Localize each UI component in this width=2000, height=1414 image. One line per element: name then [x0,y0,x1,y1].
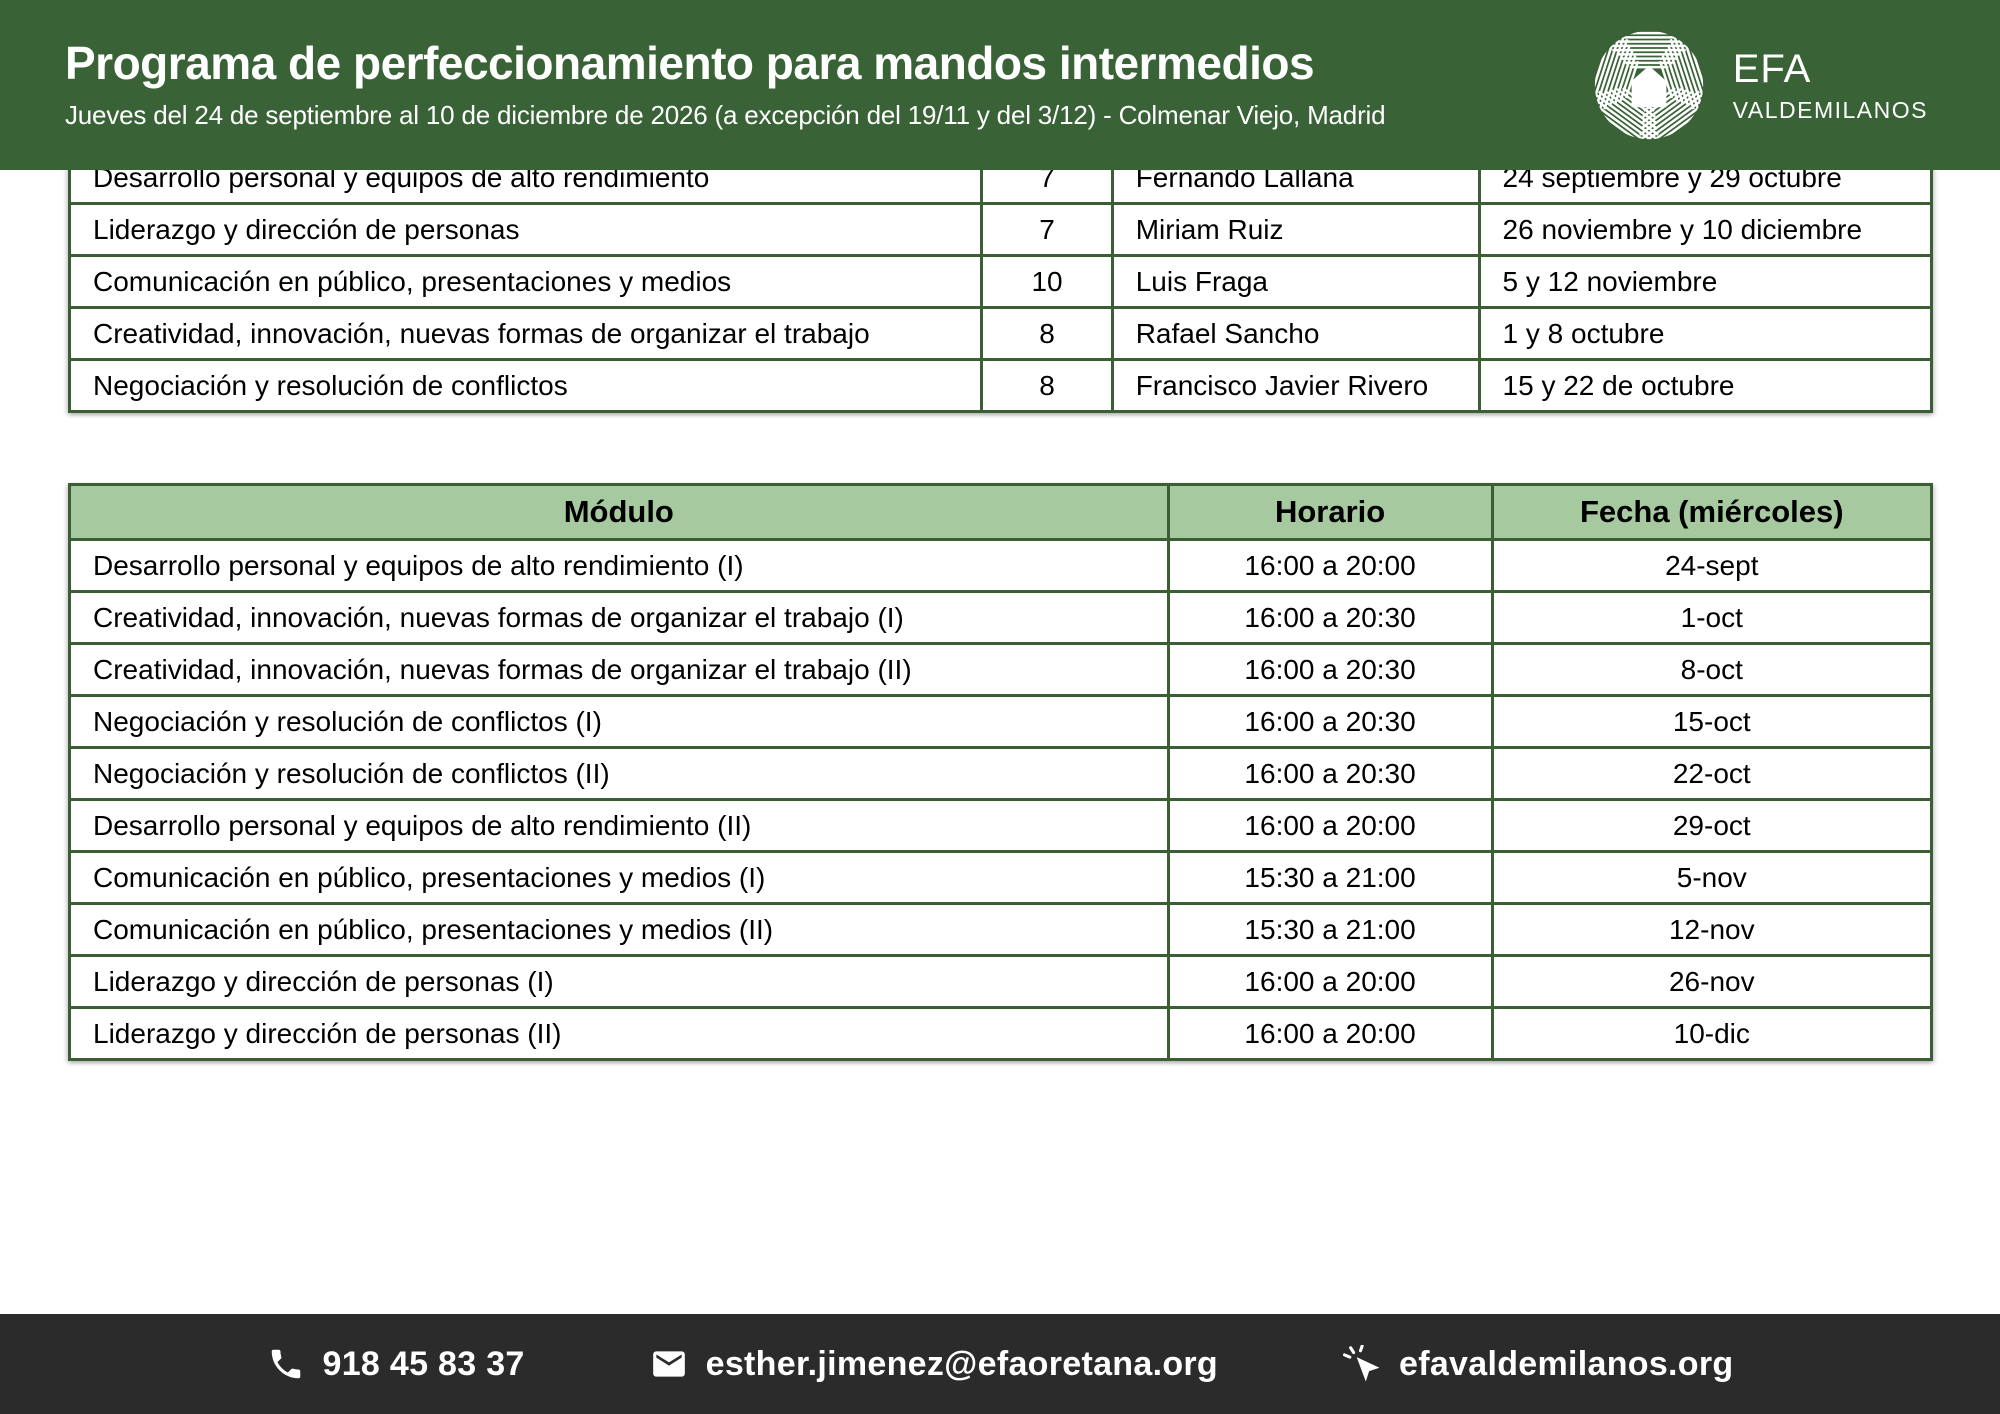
header-text-block: Programa de perfeccionamiento para mando… [65,37,1386,130]
footer-website[interactable]: efavaldemilanos.org [1343,1345,1733,1384]
schedule-header-row: Módulo Horario Fecha (miércoles) [68,483,1934,541]
cell-horario: 16:00 a 20:00 [1166,538,1494,593]
cell-formador: Miriam Ruiz [1110,202,1481,257]
logo-swirl-icon [1594,30,1703,140]
cell-horario: 16:00 a 20:30 [1166,590,1494,645]
cell-modulo: Comunicación en público, presentaciones … [67,254,984,309]
table-row: Negociación y resolución de conflictos (… [68,746,1934,801]
cell-formador: Rafael Sancho [1110,306,1481,361]
table-row: Comunicación en público, presentaciones … [68,850,1934,905]
cell-horario: 16:00 a 20:00 [1166,1006,1494,1061]
table-row: Liderazgo y dirección de personas (II) 1… [68,1006,1934,1061]
phone-icon [271,1349,300,1379]
cell-modulo: Negociación y resolución de conflictos [67,358,984,413]
cell-horario: 16:00 a 20:00 [1166,954,1494,1009]
cell-horario: 15:30 a 21:00 [1166,850,1494,905]
cell-horario: 16:00 a 20:00 [1166,798,1494,853]
schedule-table: Módulo Horario Fecha (miércoles) Desarro… [68,483,1934,1061]
cell-fecha: 8-oct [1490,642,1934,697]
footer-phone: 918 45 83 37 [267,1345,525,1384]
page-title: Programa de perfeccionamiento para mando… [65,37,1315,90]
cell-modulo: Comunicación en público, presentaciones … [68,902,1170,957]
cell-fecha: 26-nov [1490,954,1934,1009]
cell-fecha: 10-dic [1490,1006,1934,1061]
cell-modulo: Negociación y resolución de conflictos (… [68,694,1170,749]
table-row: Negociación y resolución de conflictos (… [68,694,1934,749]
cell-modulo: Liderazgo y dirección de personas [67,202,984,257]
cell-fechas: 5 y 12 noviembre [1477,254,1934,309]
cell-fecha: 15-oct [1490,694,1934,749]
cell-modulo: Creatividad, innovación, nuevas formas d… [67,306,984,361]
header-banner: Programa de perfeccionamiento para mando… [0,0,2000,170]
cell-modulo: Comunicación en público, presentaciones … [68,850,1170,905]
cell-horas: 10 [980,254,1114,309]
cell-fecha: 24-sept [1490,538,1934,593]
col-header-modulo: Módulo [68,483,1170,541]
table-row: Comunicación en público, presentaciones … [68,902,1934,957]
cell-fecha: 22-oct [1490,746,1934,801]
table-row: Creatividad, innovación, nuevas formas d… [68,642,1934,697]
table-row: Liderazgo y dirección de personas (I) 16… [68,954,1934,1009]
cell-horario: 16:00 a 20:30 [1166,694,1494,749]
cell-formador: Luis Fraga [1110,254,1481,309]
footer-bar: 918 45 83 37 esther.jimenez@efaoretana.o… [0,1314,2000,1414]
cell-modulo: Negociación y resolución de conflictos (… [68,746,1170,801]
footer-website-url[interactable]: efavaldemilanos.org [1399,1344,1734,1383]
logo-name: EFA [1732,46,1812,91]
efa-logo: EFA VALDEMILANOS [1591,27,1928,143]
footer-email-address[interactable]: esther.jimenez@efaoretana.org [705,1344,1218,1383]
table-row: Creatividad, innovación, nuevas formas d… [67,306,1934,361]
cell-horario: 16:00 a 20:30 [1166,642,1494,697]
col-header-horario: Horario [1166,483,1494,541]
col-header-fecha: Fecha (miércoles) [1490,483,1934,541]
email-icon [652,1351,685,1377]
logo-tagline: VALDEMILANOS [1732,96,1928,123]
cell-fechas: 15 y 22 de octubre [1477,358,1934,413]
table-row: Desarrollo personal y equipos de alto re… [68,538,1934,593]
table-row: Desarrollo personal y equipos de alto re… [68,798,1934,853]
cell-modulo: Desarrollo personal y equipos de alto re… [68,538,1170,593]
cell-fechas: 26 noviembre y 10 diciembre [1477,202,1934,257]
cell-fecha: 29-oct [1490,798,1934,853]
cell-modulo: Liderazgo y dirección de personas (II) [68,1006,1170,1061]
table-row: Liderazgo y dirección de personas 7 Miri… [67,202,1934,257]
logo-text-block: EFA VALDEMILANOS [1733,49,1928,122]
cell-horario: 16:00 a 20:30 [1166,746,1494,801]
cell-horas: 8 [980,358,1114,413]
cell-horas: 7 [980,202,1114,257]
cell-modulo: Creatividad, innovación, nuevas formas d… [68,642,1170,697]
table-row: Comunicación en público, presentaciones … [67,254,1934,309]
cell-horas: 8 [980,306,1114,361]
footer-phone-number: 918 45 83 37 [322,1344,525,1383]
cell-modulo: Liderazgo y dirección de personas (I) [68,954,1170,1009]
cell-modulo: Desarrollo personal y equipos de alto re… [68,798,1170,853]
cell-horario: 15:30 a 21:00 [1166,902,1494,957]
cell-formador: Francisco Javier Rivero [1110,358,1481,413]
footer-email[interactable]: esther.jimenez@efaoretana.org [650,1345,1218,1384]
cell-modulo: Creatividad, innovación, nuevas formas d… [68,590,1170,645]
cell-fecha: 1-oct [1490,590,1934,645]
click-icon [1343,1345,1380,1382]
table-row: Negociación y resolución de conflictos 8… [67,358,1934,413]
table-row: Creatividad, innovación, nuevas formas d… [68,590,1934,645]
cell-fecha: 12-nov [1490,902,1934,957]
cell-fechas: 1 y 8 octubre [1477,306,1934,361]
cell-fecha: 5-nov [1490,850,1934,905]
page-subtitle: Jueves del 24 de septiembre al 10 de dic… [65,99,1386,130]
